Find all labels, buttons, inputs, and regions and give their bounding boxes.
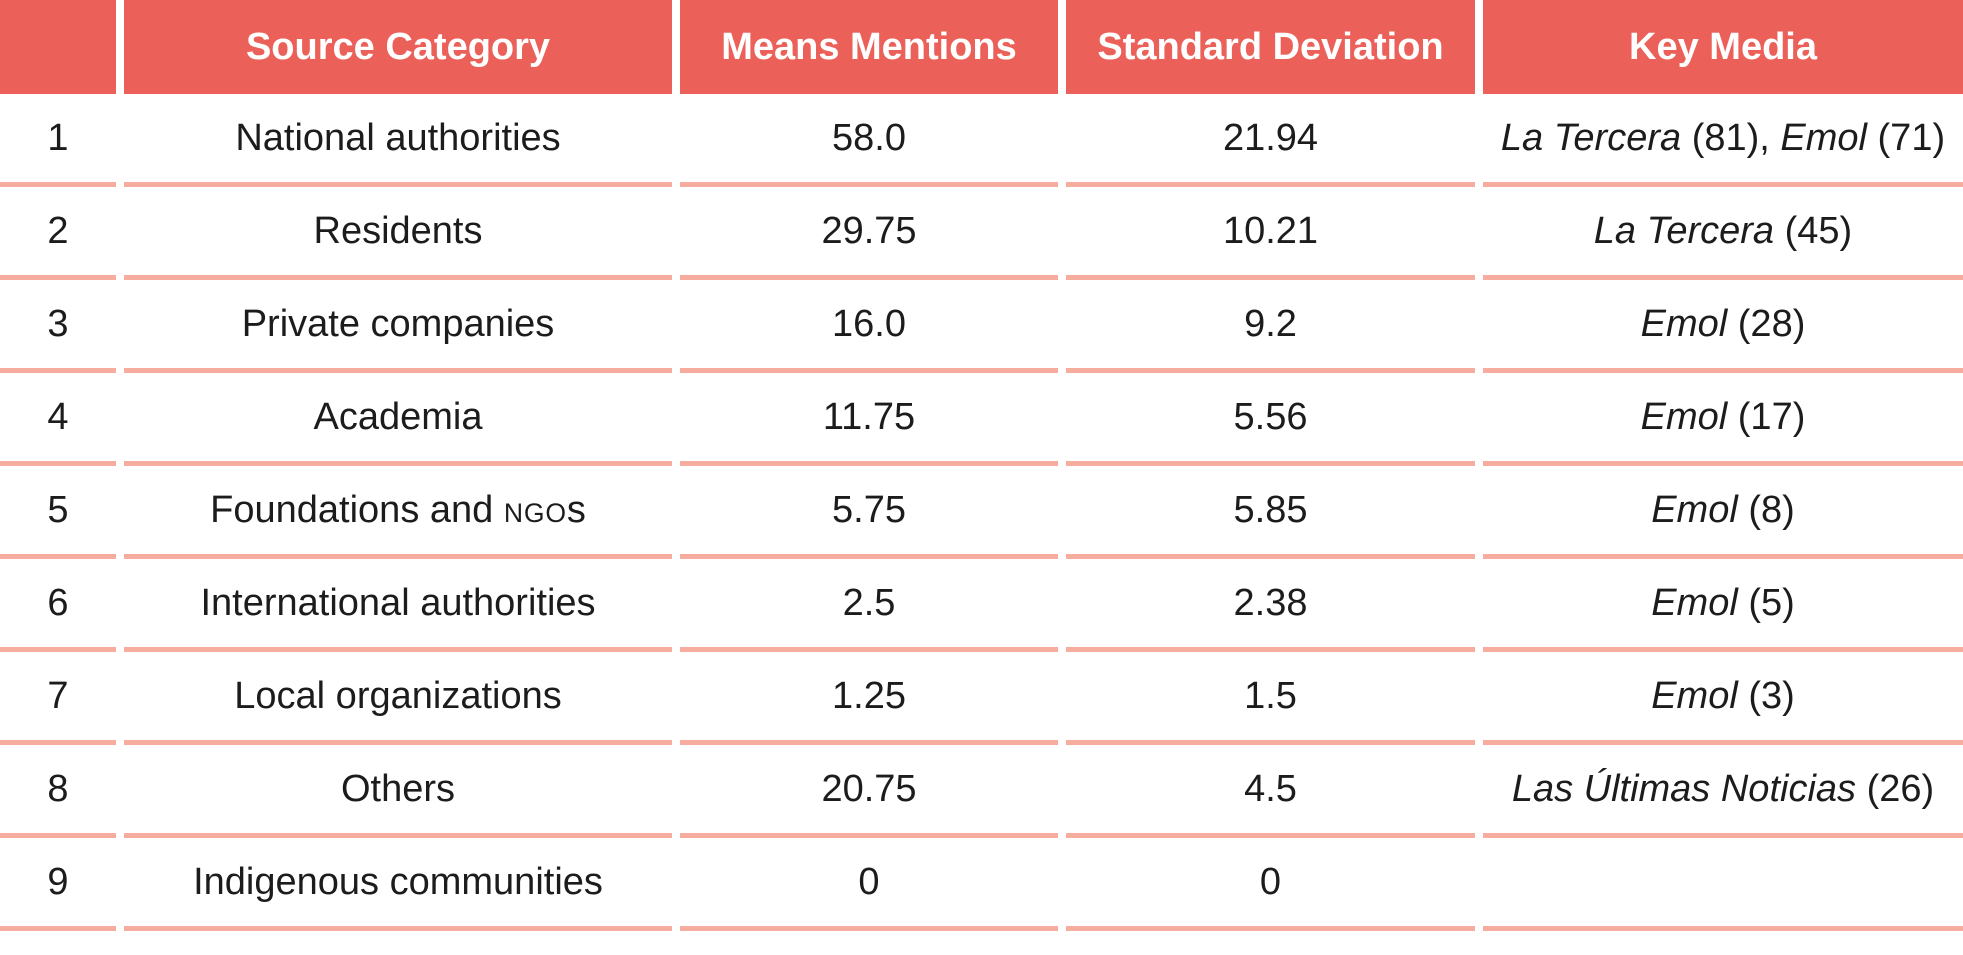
table-row: 8 Others 20.75 4.5 Las Últimas Noticias (26) <box>0 745 1963 838</box>
cell-row-number: 1 <box>0 94 116 187</box>
cell-means-mentions: 1.25 <box>680 652 1058 745</box>
cell-standard-deviation: 0 <box>1066 838 1475 931</box>
table-header: Source Category Means Mentions Standard … <box>0 0 1963 94</box>
cell-row-number: 9 <box>0 838 116 931</box>
media-name-italic: Las Últimas Noticias <box>1511 767 1857 810</box>
cell-key-media: Emol (5) <box>1483 559 1963 652</box>
cell-standard-deviation: 5.56 <box>1066 373 1475 466</box>
media-name-italic: Emol <box>1640 302 1728 345</box>
media-name-italic: La Tercera <box>1500 116 1682 159</box>
cell-standard-deviation: 5.85 <box>1066 466 1475 559</box>
cell-row-number: 3 <box>0 280 116 373</box>
plain-text: Foundations and <box>210 488 504 531</box>
cell-row-number: 8 <box>0 745 116 838</box>
media-name-italic: La Tercera <box>1593 209 1775 252</box>
cell-standard-deviation: 10.21 <box>1066 187 1475 280</box>
table-row: 1 National authorities 58.0 21.94 La Tercera… <box>0 94 1963 187</box>
plain-text: (26) <box>1856 767 1935 810</box>
cell-key-media: Emol (28) <box>1483 280 1963 373</box>
header-cell-standard-deviation: Standard Deviation <box>1066 0 1475 94</box>
media-name-italic: Emol <box>1780 116 1867 159</box>
cell-source-category: Local organizations <box>124 652 672 745</box>
plain-text: (8) <box>1737 488 1795 531</box>
cell-means-mentions: 58.0 <box>680 94 1058 187</box>
cell-source-category: Private companies <box>124 280 672 373</box>
cell-standard-deviation: 2.38 <box>1066 559 1475 652</box>
cell-standard-deviation: 21.94 <box>1066 94 1475 187</box>
cell-source-category: Foundations and NGOs <box>124 466 672 559</box>
cell-key-media: Emol (17) <box>1483 373 1963 466</box>
table-row: 4 Academia 11.75 5.56 Emol (17) <box>0 373 1963 466</box>
header-cell-means-mentions: Means Mentions <box>680 0 1058 94</box>
cell-row-number: 5 <box>0 466 116 559</box>
plain-text: (71) <box>1866 116 1946 159</box>
cell-row-number: 7 <box>0 652 116 745</box>
plain-text: (3) <box>1737 674 1795 717</box>
media-name-italic: Emol <box>1651 581 1738 624</box>
plain-text: (81), <box>1681 116 1781 159</box>
plain-text: (28) <box>1727 302 1806 345</box>
cell-standard-deviation: 9.2 <box>1066 280 1475 373</box>
media-name-italic: Emol <box>1651 674 1738 717</box>
plain-text: Residents <box>313 209 483 252</box>
plain-text: Local organizations <box>234 674 562 717</box>
header-cell-key-media: Key Media <box>1483 0 1963 94</box>
cell-means-mentions: 11.75 <box>680 373 1058 466</box>
table-row: 6 International authorities 2.5 2.38 Emol (5… <box>0 559 1963 652</box>
plain-text: National authorities <box>235 116 561 159</box>
header-cell-index <box>0 0 116 94</box>
table-row: 3 Private companies 16.0 9.2 Emol (28) <box>0 280 1963 373</box>
table-row: 2 Residents 29.75 10.21 La Tercera (45) <box>0 187 1963 280</box>
cell-source-category: Others <box>124 745 672 838</box>
header-cell-source-category: Source Category <box>124 0 672 94</box>
plain-text: (45) <box>1774 209 1853 252</box>
cell-means-mentions: 29.75 <box>680 187 1058 280</box>
cell-key-media: Emol (8) <box>1483 466 1963 559</box>
media-name-italic: Emol <box>1651 488 1738 531</box>
cell-row-number: 6 <box>0 559 116 652</box>
cell-source-category: Academia <box>124 373 672 466</box>
cell-source-category: Residents <box>124 187 672 280</box>
cell-standard-deviation: 1.5 <box>1066 652 1475 745</box>
source-category-table: Source Category Means Mentions Standard … <box>0 0 1963 931</box>
plain-text: Private companies <box>241 302 555 345</box>
cell-source-category: Indigenous communities <box>124 838 672 931</box>
cell-row-number: 2 <box>0 187 116 280</box>
cell-source-category: International authorities <box>124 559 672 652</box>
cell-means-mentions: 16.0 <box>680 280 1058 373</box>
cell-key-media: La Tercera (45) <box>1483 187 1963 280</box>
cell-row-number: 4 <box>0 373 116 466</box>
cell-source-category: National authorities <box>124 94 672 187</box>
table-body: 1 National authorities 58.0 21.94 La Tercera… <box>0 94 1963 931</box>
table-row: 5 Foundations and NGOs 5.75 5.85 Emol (8) <box>0 466 1963 559</box>
media-name-italic: Emol <box>1640 395 1728 438</box>
cell-key-media: Emol (3) <box>1483 652 1963 745</box>
cell-standard-deviation: 4.5 <box>1066 745 1475 838</box>
plain-text: Academia <box>313 395 483 438</box>
plain-text: (17) <box>1727 395 1806 438</box>
cell-key-media: La Tercera (81), Emol (71) <box>1483 94 1963 187</box>
cell-key-media: Las Últimas Noticias (26) <box>1483 745 1963 838</box>
plain-text: s <box>566 488 586 531</box>
plain-text: (5) <box>1737 581 1795 624</box>
header-row: Source Category Means Mentions Standard … <box>0 0 1963 94</box>
cell-means-mentions: 20.75 <box>680 745 1058 838</box>
smallcaps-text: NGO <box>503 497 567 528</box>
table-row: 9 Indigenous communities 0 0 <box>0 838 1963 931</box>
table-row: 7 Local organizations 1.25 1.5 Emol (3) <box>0 652 1963 745</box>
plain-text: International authorities <box>200 581 596 624</box>
cell-key-media <box>1483 838 1963 931</box>
cell-means-mentions: 5.75 <box>680 466 1058 559</box>
plain-text: Others <box>340 767 456 810</box>
cell-means-mentions: 2.5 <box>680 559 1058 652</box>
plain-text: Indigenous communities <box>193 860 603 903</box>
cell-means-mentions: 0 <box>680 838 1058 931</box>
